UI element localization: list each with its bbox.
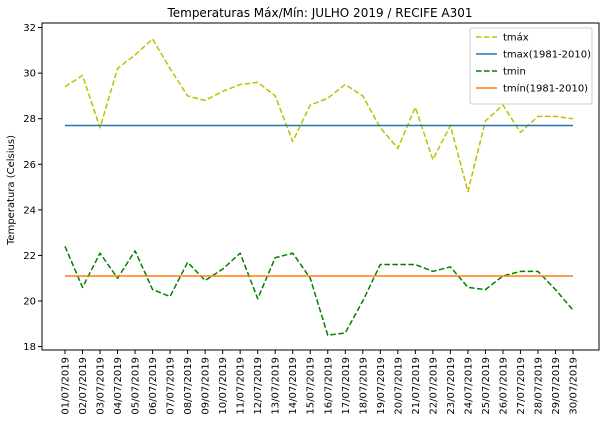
y-tick-label: 22	[23, 251, 36, 262]
legend: tmáx tmax(1981-2010) tmin tmín(1981-2010)	[469, 27, 593, 105]
x-tick-label: 17/07/2019	[341, 357, 352, 415]
plot-frame	[41, 22, 600, 351]
x-tick-label: 20/07/2019	[393, 357, 404, 415]
x-tick-label: 02/07/2019	[78, 357, 89, 415]
x-tick-label: 10/07/2019	[218, 357, 229, 415]
x-tick-label: 29/07/2019	[551, 357, 562, 415]
x-tick-label: 26/07/2019	[498, 357, 509, 415]
x-tick-label: 21/07/2019	[411, 357, 422, 415]
x-tick-label: 11/07/2019	[236, 357, 247, 415]
x-tick-label: 30/07/2019	[569, 357, 580, 415]
y-axis: 18 20 22 24 26 28 30 32	[23, 23, 42, 353]
x-tick-label: 09/07/2019	[201, 357, 212, 415]
legend-label-2: tmax(1981-2010)	[503, 50, 591, 61]
x-tick-label: 06/07/2019	[148, 357, 159, 415]
y-axis-label: Temperatura (Celsius)	[6, 135, 17, 246]
y-tick-label: 26	[23, 160, 36, 171]
y-tick-label: 30	[23, 69, 36, 80]
series-layer	[64, 38, 574, 336]
plot-area	[41, 22, 600, 351]
x-tick-label: 13/07/2019	[271, 357, 282, 415]
x-tick-label: 07/07/2019	[166, 357, 177, 415]
x-tick-label: 18/07/2019	[358, 357, 369, 415]
x-tick-label: 22/07/2019	[428, 357, 439, 415]
y-tick-label: 28	[23, 114, 36, 125]
legend-label-4: tmín(1981-2010)	[503, 83, 588, 95]
series-line-1	[64, 38, 574, 193]
series-line-3	[64, 246, 574, 336]
x-tick-label: 16/07/2019	[323, 357, 334, 415]
x-tick-label: 28/07/2019	[533, 357, 544, 415]
x-tick-label: 03/07/2019	[96, 357, 107, 415]
x-tick-label: 14/07/2019	[288, 357, 299, 415]
legend-box	[469, 27, 593, 105]
x-tick-label: 15/07/2019	[306, 357, 317, 415]
x-tick-label: 04/07/2019	[113, 357, 124, 415]
x-axis: 01/07/2019 02/07/2019 03/07/2019 04/07/2019…	[61, 350, 580, 415]
x-tick-label: 05/07/2019	[131, 357, 142, 415]
x-tick-label: 23/07/2019	[446, 357, 457, 415]
y-tick-label: 32	[23, 23, 36, 34]
y-tick-label: 20	[23, 297, 36, 308]
x-tick-label: 12/07/2019	[253, 357, 264, 415]
x-tick-label: 01/07/2019	[61, 357, 72, 415]
x-tick-label: 08/07/2019	[183, 357, 194, 415]
x-tick-label: 27/07/2019	[516, 357, 527, 415]
y-tick-label: 18	[23, 342, 36, 353]
chart-title: Temperaturas Máx/Mín: JULHO 2019 / RECIF…	[166, 6, 472, 20]
x-tick-label: 25/07/2019	[481, 357, 492, 415]
y-tick-label: 24	[23, 205, 36, 216]
x-tick-label: 24/07/2019	[463, 357, 474, 415]
x-tick-label: 19/07/2019	[376, 357, 387, 415]
legend-label-1: tmáx	[503, 32, 529, 44]
legend-label-3: tmin	[503, 67, 526, 78]
